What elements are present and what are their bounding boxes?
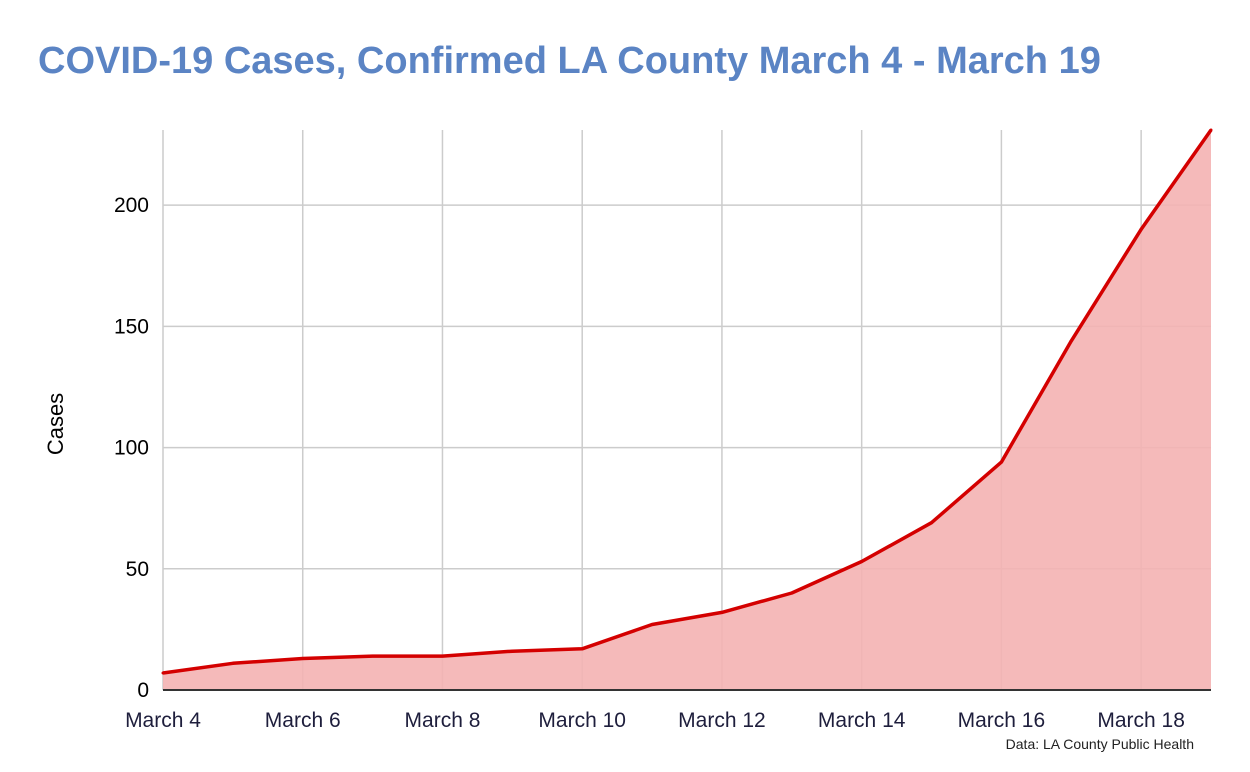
data-point <box>790 591 794 595</box>
y-tick-label: 150 <box>114 315 149 338</box>
series-line <box>162 128 1213 675</box>
data-point <box>161 671 165 675</box>
area-fill <box>163 130 1211 690</box>
data-point <box>1069 339 1073 343</box>
x-tick-label: March 14 <box>818 709 906 732</box>
x-tick-label: March 12 <box>678 709 766 732</box>
y-tick-label: 0 <box>137 679 149 702</box>
data-source-note: Data: LA County Public Health <box>1005 736 1194 752</box>
x-tick-label: March 10 <box>538 709 626 732</box>
y-tick-label: 100 <box>114 437 149 460</box>
data-point <box>1139 227 1143 231</box>
data-point <box>301 656 305 660</box>
data-point <box>371 654 375 658</box>
data-point <box>860 560 864 564</box>
tick-labels: 0 50 100 150 200 March 4 March 6 March 8 March 1… <box>114 194 1185 732</box>
x-tick-label: March 18 <box>1097 709 1185 732</box>
data-point <box>930 521 934 525</box>
data-point <box>1209 128 1213 132</box>
series-area <box>161 128 1213 690</box>
y-tick-label: 50 <box>126 558 149 581</box>
data-point <box>580 647 584 651</box>
data-point <box>650 623 654 627</box>
data-point <box>999 460 1003 464</box>
chart-title: COVID-19 Cases, Confirmed LA County Marc… <box>38 40 1101 82</box>
x-tick-label: March 6 <box>265 709 341 732</box>
x-tick-label: March 8 <box>405 709 481 732</box>
x-tick-label: March 4 <box>125 709 201 732</box>
y-axis-title: Cases <box>43 393 68 455</box>
y-tick-label: 200 <box>114 194 149 217</box>
data-point <box>231 661 235 665</box>
x-tick-label: March 16 <box>958 709 1046 732</box>
data-point <box>720 610 724 614</box>
data-point <box>440 654 444 658</box>
data-point <box>510 649 514 653</box>
